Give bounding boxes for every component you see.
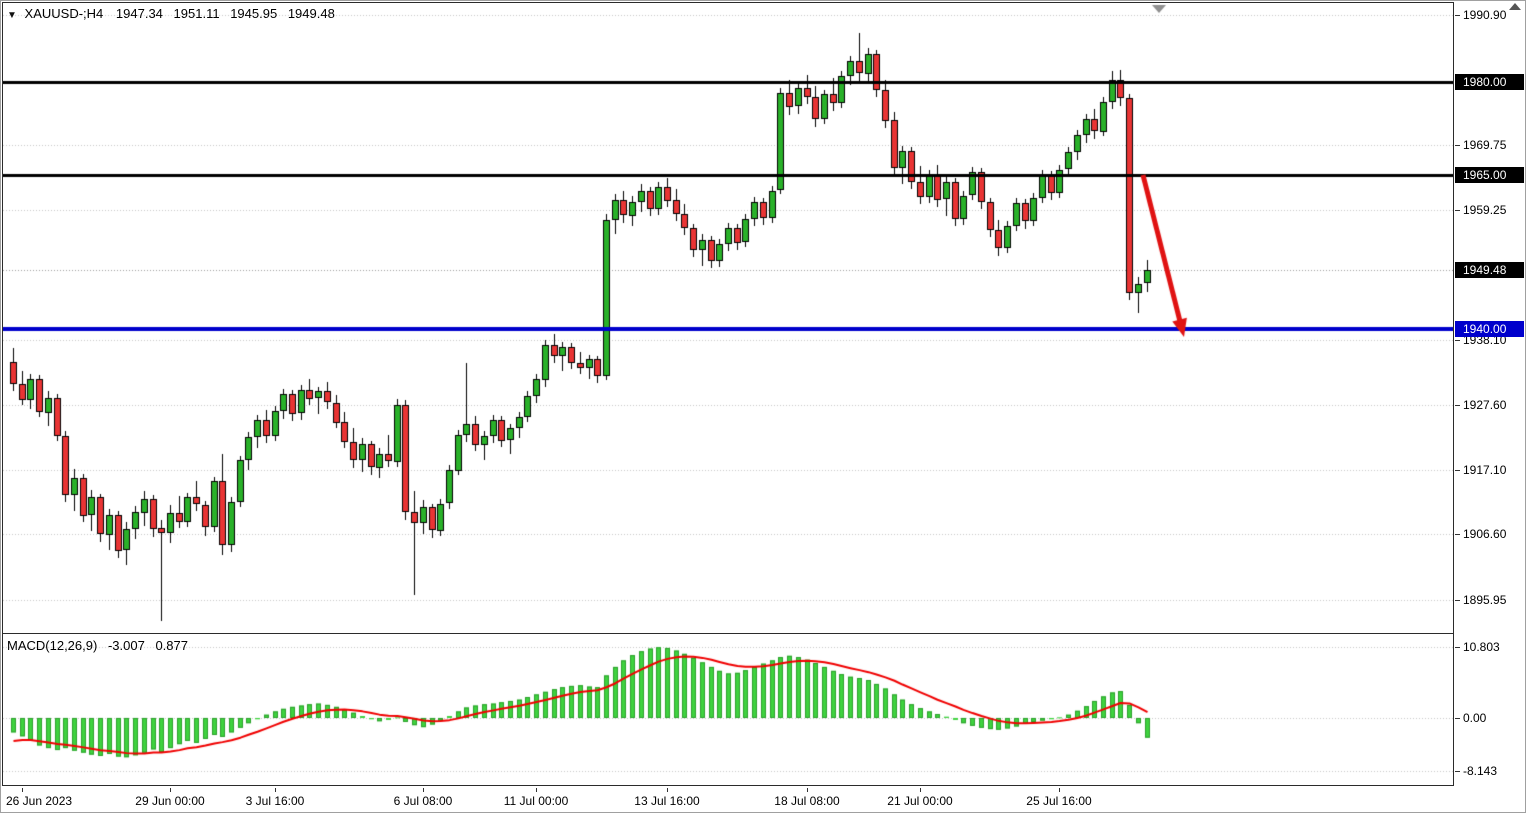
price-axis-tick [1455, 534, 1460, 535]
macd-readout: MACD(12,26,9) -3.007 0.877 [7, 638, 195, 653]
price-axis-tick [1455, 718, 1460, 719]
macd-signal-value: 0.877 [155, 638, 188, 653]
price-axis-tick [1455, 145, 1460, 146]
price-axis-label: 1917.10 [1463, 463, 1507, 477]
time-axis-tick [1059, 788, 1060, 792]
time-axis-label: 13 Jul 16:00 [634, 794, 700, 808]
time-axis-label: 29 Jun 00:00 [135, 794, 205, 808]
macd-indicator-canvas[interactable] [2, 633, 1454, 786]
price-chart-canvas[interactable] [2, 2, 1454, 634]
time-axis-tick [920, 788, 921, 792]
time-axis-tick [170, 788, 171, 792]
macd-axis-label: 0.00 [1463, 711, 1487, 725]
ohlc-high-value: 1951.11 [173, 6, 220, 21]
price-axis-tick [1455, 600, 1460, 601]
price-axis-label: 1990.90 [1463, 8, 1507, 22]
hline-price-box: 1940.00 [1455, 321, 1524, 337]
price-axis-label: 1906.60 [1463, 527, 1507, 541]
time-axis-label: 21 Jul 00:00 [887, 794, 953, 808]
ohlc-close-value: 1949.48 [287, 6, 335, 21]
symbol-dropdown-icon[interactable]: ▼ [7, 10, 17, 21]
time-axis-label: 18 Jul 08:00 [774, 794, 840, 808]
price-axis-tick [1455, 771, 1460, 772]
price-axis-tick [1455, 647, 1460, 648]
time-axis-tick [22, 788, 23, 792]
time-axis-tick [275, 788, 276, 792]
hline-price-box: 1980.00 [1455, 74, 1524, 90]
time-axis[interactable]: 26 Jun 2023 29 Jun 00:00 3 Jul 16:00 6 Jul … [2, 788, 1454, 812]
hline-price-box: 1965.00 [1455, 167, 1524, 183]
time-axis-label: 6 Jul 08:00 [393, 794, 453, 808]
price-axis-tick [1455, 15, 1460, 16]
symbol-period-label: XAUUSD-;H4 [24, 6, 104, 21]
price-axis-label: 1927.60 [1463, 398, 1507, 412]
price-axis-tick [1455, 210, 1460, 211]
time-axis-label: 25 Jul 16:00 [1026, 794, 1092, 808]
time-axis-label: 3 Jul 16:00 [245, 794, 305, 808]
price-axis-tick [1455, 405, 1460, 406]
price-axis-label: 1959.25 [1463, 203, 1507, 217]
macd-axis-label: 10.803 [1463, 640, 1500, 654]
current-price-box: 1949.48 [1455, 262, 1524, 278]
price-axis[interactable]: 1990.90 1969.75 1959.25 1938.10 1927.60 1917.… [1455, 1, 1525, 812]
time-axis-label: 11 Jul 00:00 [503, 794, 569, 808]
price-axis-label: 1969.75 [1463, 138, 1507, 152]
time-axis-tick [423, 788, 424, 792]
time-axis-tick [807, 788, 808, 792]
macd-main-value: -3.007 [107, 638, 145, 653]
time-axis-tick [536, 788, 537, 792]
scale-marker-icon [1509, 3, 1521, 10]
price-axis-label: 1895.95 [1463, 593, 1507, 607]
macd-indicator-label: MACD(12,26,9) [7, 638, 98, 653]
price-axis-tick [1455, 470, 1460, 471]
price-axis-tick [1455, 340, 1460, 341]
time-axis-tick [667, 788, 668, 792]
symbol-ohlc-readout: ▼ XAUUSD-;H4 1947.34 1951.11 1945.95 194… [7, 6, 342, 21]
ohlc-open-value: 1947.34 [115, 6, 163, 21]
time-axis-label: 26 Jun 2023 [6, 794, 73, 808]
macd-axis-label: -8.143 [1463, 764, 1498, 778]
ohlc-low-value: 1945.95 [230, 6, 278, 21]
